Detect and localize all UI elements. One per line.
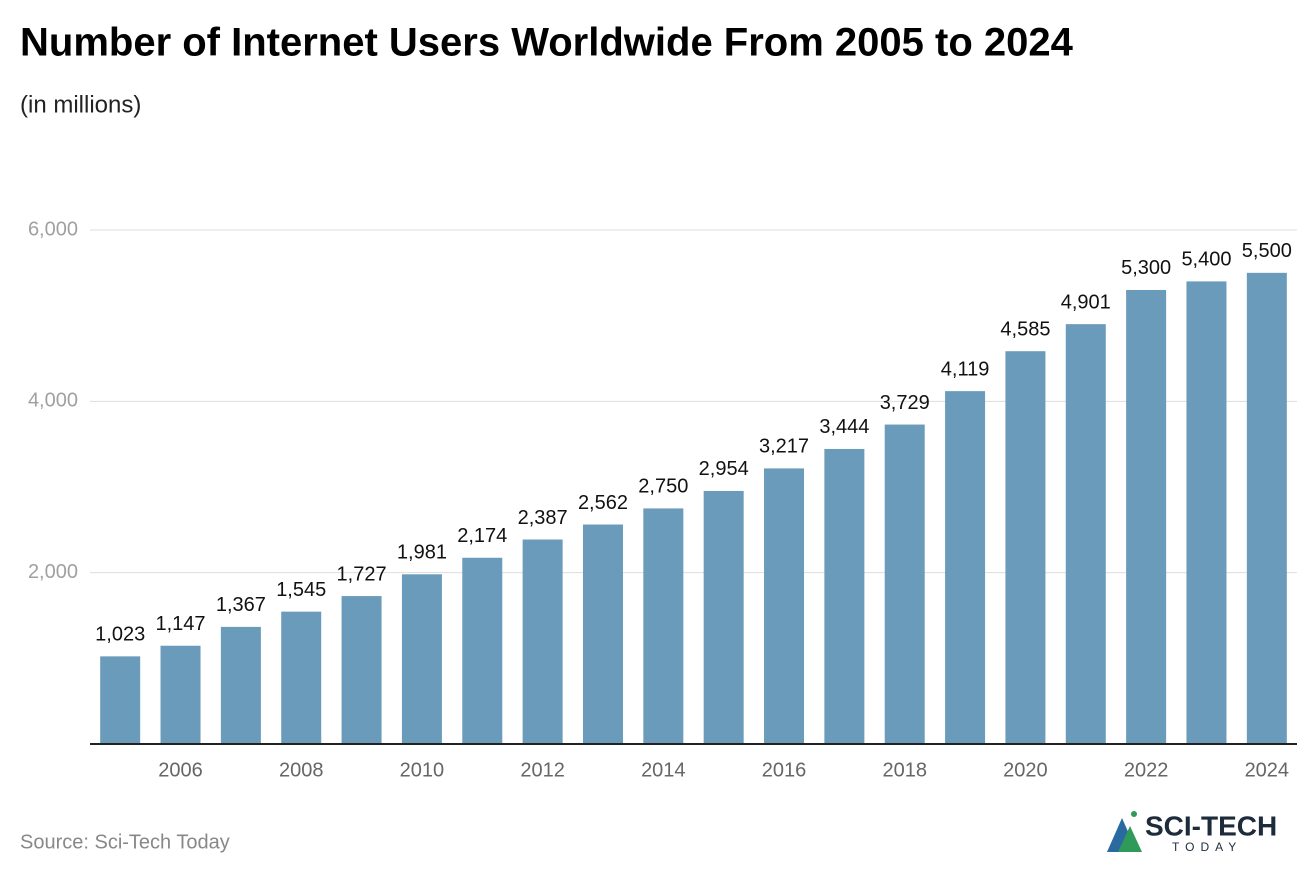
value-label: 2,954	[699, 458, 749, 480]
chart-title: Number of Internet Users Worldwide From …	[20, 21, 1074, 65]
y-tick-label: 2,000	[28, 561, 78, 583]
x-tick-label: 2010	[400, 759, 445, 781]
value-label: 4,901	[1061, 291, 1111, 313]
value-label: 2,750	[638, 476, 688, 498]
bar	[462, 557, 503, 744]
x-tick-label: 2006	[158, 759, 203, 781]
x-tick-label: 2022	[1124, 759, 1169, 781]
source: Source: Sci-Tech Today	[20, 831, 230, 853]
bar	[160, 645, 201, 744]
x-tick-label: 2016	[762, 759, 807, 781]
bar	[582, 524, 623, 744]
bar	[764, 468, 805, 744]
value-label: 2,174	[457, 525, 507, 547]
value-label: 4,119	[941, 358, 990, 380]
value-label: 1,981	[397, 542, 447, 564]
value-label: 1,545	[276, 579, 326, 601]
value-label: 3,729	[880, 392, 930, 414]
x-tick-label: 2020	[1003, 759, 1048, 781]
x-tick-label: 2014	[641, 759, 686, 781]
x-tick-label: 2024	[1245, 759, 1290, 781]
bar	[1126, 289, 1167, 744]
logo-subtext: TODAY	[1172, 840, 1242, 854]
value-label: 1,023	[95, 624, 145, 646]
value-label: 5,300	[1121, 257, 1171, 279]
bar	[824, 448, 865, 744]
value-label: 3,217	[759, 436, 809, 458]
x-tick-label: 2018	[882, 759, 927, 781]
bar	[1005, 351, 1046, 744]
value-label: 5,400	[1181, 249, 1231, 271]
bar	[945, 391, 986, 744]
bar	[643, 508, 684, 744]
value-label: 1,367	[216, 594, 266, 616]
value-label: 1,727	[337, 563, 387, 585]
value-label: 2,387	[518, 507, 568, 529]
bar	[281, 611, 322, 744]
x-tick-label: 2008	[279, 759, 324, 781]
y-tick-label: 4,000	[28, 390, 78, 412]
value-label: 4,585	[1000, 318, 1050, 340]
bar	[100, 656, 141, 744]
bar	[401, 574, 442, 744]
chart-subtitle: (in millions)	[20, 91, 141, 118]
y-tick-label: 6,000	[28, 218, 78, 240]
bar	[220, 626, 261, 744]
bar	[884, 424, 925, 744]
bar	[341, 596, 382, 744]
value-label: 1,147	[155, 613, 205, 635]
value-label: 5,500	[1242, 240, 1292, 262]
logo-icon	[1107, 811, 1142, 852]
logo-text: SCI-TECH	[1145, 810, 1277, 841]
bar	[1246, 272, 1287, 744]
x-tick-label: 2012	[520, 759, 565, 781]
value-label: 3,444	[819, 416, 869, 438]
bar	[1186, 281, 1227, 744]
bar	[1065, 324, 1106, 744]
bar	[522, 539, 563, 744]
value-label: 2,562	[578, 492, 628, 514]
bar	[703, 490, 744, 744]
